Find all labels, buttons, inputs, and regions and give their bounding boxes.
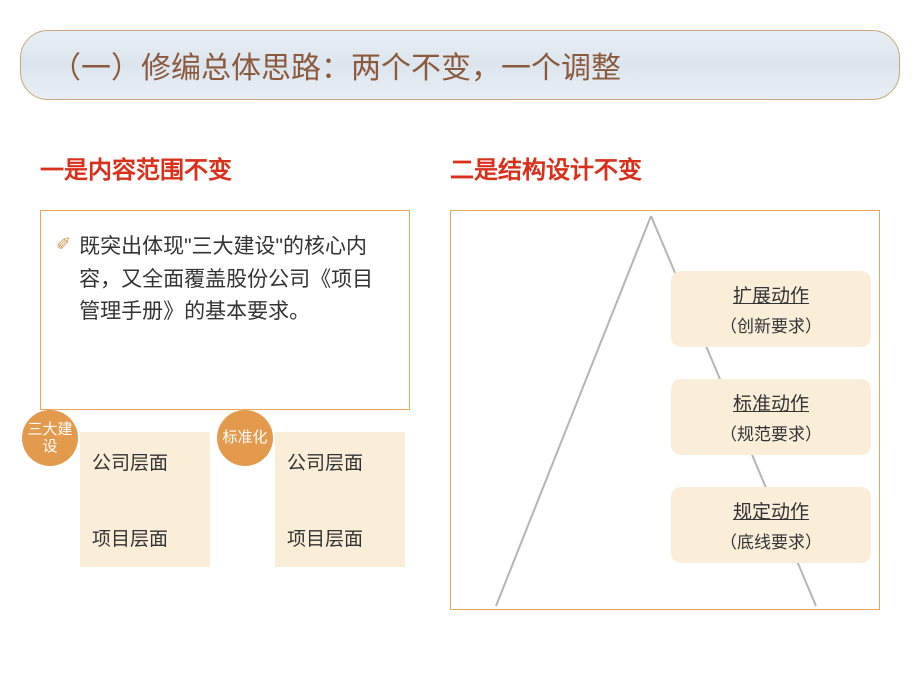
checkmark-icon: ✐ xyxy=(56,234,71,329)
badge-biaozhun: 标准化 xyxy=(217,410,273,466)
panel-line: 公司层面 xyxy=(92,448,198,475)
bullet-text: 既突出体现"三大建设"的核心内容，又全面覆盖股份公司《项目管理手册》的基本要求。 xyxy=(79,231,394,329)
panel-box-1: 公司层面 项目层面 xyxy=(80,432,210,567)
panel-group-2: 标准化 公司层面 项目层面 xyxy=(235,432,410,567)
left-heading: 一是内容范围不变 xyxy=(40,150,410,185)
panel-group-1: 三大建设 公司层面 项目层面 xyxy=(40,432,215,567)
pyramid-labels: 扩展动作 （创新要求） 标准动作 （规范要求） 规定动作 （底线要求） xyxy=(671,271,871,563)
panel-line: 项目层面 xyxy=(92,524,198,551)
left-box: ✐ 既突出体现"三大建设"的核心内容，又全面覆盖股份公司《项目管理手册》的基本要… xyxy=(40,210,410,410)
level-title: 规定动作 xyxy=(685,497,857,524)
level-title: 标准动作 xyxy=(685,389,857,416)
level-sub: （创新要求） xyxy=(685,312,857,337)
level-sub: （规范要求） xyxy=(685,420,857,445)
content-area: 一是内容范围不变 ✐ 既突出体现"三大建设"的核心内容，又全面覆盖股份公司《项目… xyxy=(20,150,900,610)
level-title: 扩展动作 xyxy=(685,281,857,308)
left-column: 一是内容范围不变 ✐ 既突出体现"三大建设"的核心内容，又全面覆盖股份公司《项目… xyxy=(40,150,410,610)
page-title: （一）修编总体思路：两个不变，一个调整 xyxy=(51,43,869,87)
badge-sanda: 三大建设 xyxy=(22,410,78,466)
panel-box-2: 公司层面 项目层面 xyxy=(275,432,405,567)
level-sub: （底线要求） xyxy=(685,528,857,553)
right-column: 二是结构设计不变 扩展动作 （创新要求） 标准动作 （规范要求） 规定动作 （底… xyxy=(450,150,880,610)
right-heading: 二是结构设计不变 xyxy=(450,150,880,185)
bullet-row: ✐ 既突出体现"三大建设"的核心内容，又全面覆盖股份公司《项目管理手册》的基本要… xyxy=(56,231,394,329)
panel-line: 项目层面 xyxy=(287,524,393,551)
pyramid-level-bot: 规定动作 （底线要求） xyxy=(671,487,871,563)
panel-line: 公司层面 xyxy=(287,448,393,475)
pyramid-level-top: 扩展动作 （创新要求） xyxy=(671,271,871,347)
pyramid-level-mid: 标准动作 （规范要求） xyxy=(671,379,871,455)
right-box: 扩展动作 （创新要求） 标准动作 （规范要求） 规定动作 （底线要求） xyxy=(450,210,880,610)
panels-row: 三大建设 公司层面 项目层面 标准化 公司层面 项目层面 xyxy=(40,432,410,567)
title-bar: （一）修编总体思路：两个不变，一个调整 xyxy=(20,30,900,100)
